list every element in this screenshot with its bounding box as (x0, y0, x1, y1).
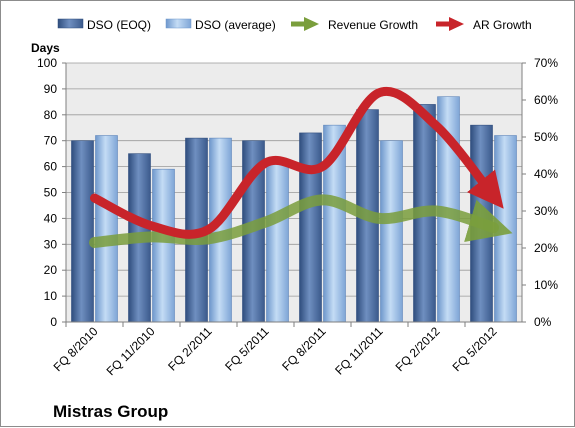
x-tick-label: FQ 11/2011 (332, 324, 386, 378)
bar-dso-average (152, 168, 175, 323)
y-left-tick-label: 90 (44, 82, 58, 96)
bar-dso-average (380, 140, 403, 323)
y-right-tick-label: 40% (534, 167, 558, 181)
y-left-tick-label: 0 (50, 315, 57, 329)
y-right-tick-label: 60% (534, 93, 558, 107)
line-ar-growth (90, 86, 504, 239)
x-tick-label: FQ 2/2011 (165, 324, 215, 374)
x-tick-labels: FQ 8/2010 FQ 11/2010 FQ 2/2011 FQ 5/2011 FQ … (51, 322, 500, 378)
x-tick-label: FQ 11/2010 (104, 324, 158, 378)
legend-swatch-dso-average (165, 18, 192, 29)
y-right-tick-label: 20% (534, 241, 558, 255)
line-revenue-growth (89, 194, 513, 248)
x-tick-label: FQ 2/2012 (393, 324, 443, 374)
company-label: Mistras Group (53, 402, 168, 421)
legend-item-revenue-growth: Revenue Growth (291, 17, 418, 32)
legend-label-ar-growth: AR Growth (473, 18, 532, 32)
y-right-tick-label: 70% (534, 56, 558, 70)
y-left-tick-label: 40 (44, 211, 58, 225)
legend-item-dso-eoq: DSO (EOQ) (57, 18, 151, 32)
bar-dso-average (266, 158, 289, 323)
x-tick-label: FQ 8/2010 (51, 324, 101, 374)
y-left-tick-label: 100 (37, 56, 57, 70)
bar-dso-eoq (299, 132, 322, 323)
legend-swatch-dso-eoq (57, 18, 84, 29)
legend-label-revenue-growth: Revenue Growth (328, 18, 418, 32)
y-right-tick-label: 10% (534, 278, 558, 292)
bar-dso-eoq (71, 140, 94, 323)
y-left-tick-label: 70 (44, 134, 58, 148)
legend: DSO (EOQ) DSO (average) Revenue Growth A… (57, 17, 532, 32)
y-right-tick-label: 50% (534, 130, 558, 144)
x-tick-label: FQ 8/2011 (279, 324, 329, 374)
y-right-tick-label: 30% (534, 204, 558, 218)
y-left-unit-label: Days (31, 41, 60, 55)
legend-label-dso-eoq: DSO (EOQ) (87, 18, 151, 32)
y-left-tick-label: 30 (44, 237, 58, 251)
x-tick-label: FQ 5/2012 (450, 324, 500, 374)
legend-item-dso-average: DSO (average) (165, 18, 276, 32)
legend-item-ar-growth: AR Growth (436, 17, 532, 32)
y-right-tick-labels: 0% 10% 20% 30% 40% 50% 60% 70% (522, 56, 558, 329)
y-left-tick-labels: 0 10 20 30 40 50 60 70 80 90 100 (37, 56, 66, 329)
y-left-tick-label: 10 (44, 289, 58, 303)
y-right-tick-label: 0% (534, 315, 552, 329)
y-left-tick-label: 50 (44, 186, 58, 200)
y-left-tick-label: 20 (44, 263, 58, 277)
x-tick-label: FQ 5/2011 (222, 324, 272, 374)
bar-dso-average (95, 135, 118, 323)
y-left-tick-label: 80 (44, 108, 58, 122)
legend-arrowhead-revenue-growth (304, 17, 319, 31)
growth-lines (89, 86, 513, 248)
y-left-tick-label: 60 (44, 160, 58, 174)
legend-arrowhead-ar-growth (449, 17, 464, 31)
legend-label-dso-average: DSO (average) (195, 18, 276, 32)
